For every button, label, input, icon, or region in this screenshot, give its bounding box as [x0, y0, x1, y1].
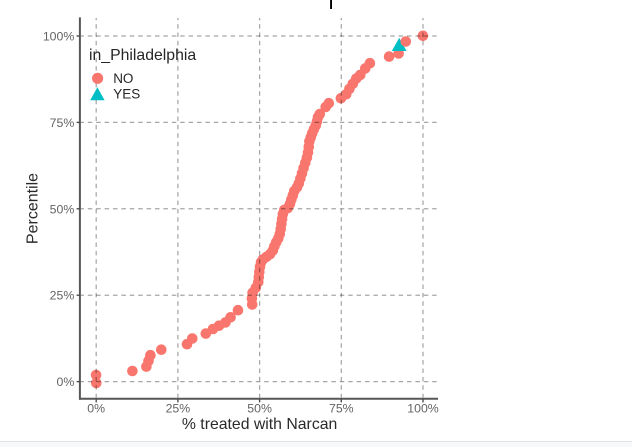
svg-text:in_Philadelphia: in_Philadelphia [89, 47, 196, 64]
svg-text:50%: 50% [247, 402, 272, 416]
svg-text:% treated with Narcan: % treated with Narcan [182, 416, 337, 433]
svg-text:100%: 100% [43, 30, 75, 44]
svg-text:25%: 25% [50, 289, 75, 303]
svg-text:25%: 25% [166, 402, 191, 416]
svg-text:0%: 0% [87, 402, 105, 416]
svg-text:NO: NO [113, 71, 133, 86]
svg-text:50%: 50% [50, 202, 75, 216]
svg-text:0%: 0% [57, 375, 75, 389]
svg-text:100%: 100% [407, 402, 439, 416]
svg-text:75%: 75% [50, 116, 75, 130]
svg-text:YES: YES [113, 86, 140, 101]
svg-text:Percentile: Percentile [24, 173, 41, 244]
svg-text:75%: 75% [329, 402, 354, 416]
